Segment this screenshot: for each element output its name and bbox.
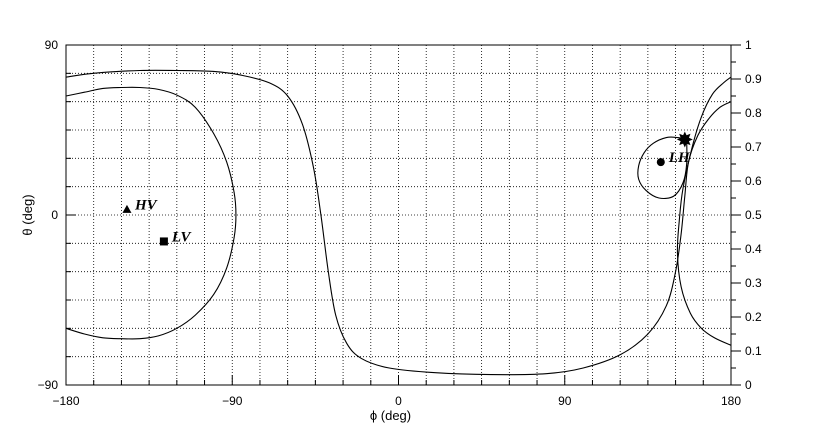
lh-label: LH [668,150,691,166]
y2-tick-label: 0.2 [745,310,762,324]
series-line-4 [637,136,688,200]
y2-tick-label: 0.6 [745,174,762,188]
y2-tick-label: 0.3 [745,276,762,290]
peak-marker [676,131,693,148]
curves [65,69,732,376]
series-line-2 [65,69,732,376]
x-tick-label: 180 [721,394,741,408]
y2-tick-label: 0.5 [745,208,762,222]
y2-tick-label: 0 [745,378,752,392]
hv-marker [122,204,132,213]
x-tick-label: 90 [558,394,572,408]
x-tick-label: −90 [222,394,243,408]
series-line-1 [65,86,237,340]
y2-tick-label: 0.7 [745,140,762,154]
lv-label: LV [171,229,193,245]
y2-tick-label: 1 [745,38,752,52]
y-axis-label: θ (deg) [20,194,35,235]
x-tick-label: −180 [52,394,79,408]
y2-tick-label: 0.9 [745,72,762,86]
y2-tick-label: 0.1 [745,344,762,358]
lh-marker [656,158,665,167]
markers: HV LV LH [122,131,693,246]
lv-marker [159,237,168,246]
y2-tick-label: 0.4 [745,242,762,256]
y-tick-label: 90 [45,38,59,52]
series-line-3 [676,76,732,346]
axes: −180 −90 0 90 180 −90 0 90 0 0.1 0.2 0.3 0.4 0.5 0.6 0.… [38,38,762,408]
x-axis-label: ϕ (deg) [370,408,411,423]
y-tick-label: −90 [38,378,59,392]
y-tick-label: 0 [51,208,58,222]
hv-label: HV [134,197,159,213]
y2-tick-label: 0.8 [745,106,762,120]
x-tick-label: 0 [395,394,402,408]
